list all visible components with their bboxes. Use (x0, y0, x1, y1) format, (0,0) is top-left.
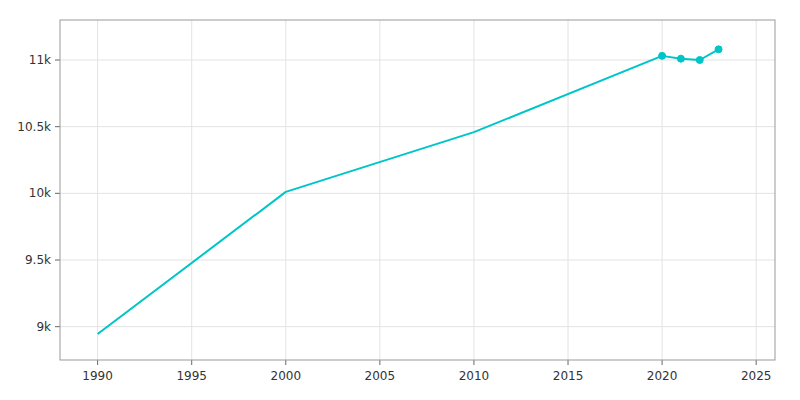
tick-label-x: 2000 (271, 369, 302, 383)
grid-line-y (60, 193, 775, 194)
tick-label-y: 11k (29, 53, 51, 67)
grid-line-y (60, 126, 775, 127)
chart: 1990 1995 2000 2005 2010 2015 2020 2025 9k 9.5k 10… (0, 0, 800, 400)
tick-y (55, 260, 60, 261)
line (98, 49, 719, 334)
tick-label-x: 2005 (365, 369, 396, 383)
tick-y (55, 193, 60, 194)
tick-label-x: 1990 (82, 369, 113, 383)
tick-label-x: 2015 (553, 369, 584, 383)
data (98, 46, 722, 334)
grid-line-x (473, 20, 474, 360)
tick-x (285, 360, 286, 365)
plot-area (60, 20, 775, 360)
tick-label-x: 2010 (459, 369, 490, 383)
tick-x (379, 360, 380, 365)
grid-line-y (60, 326, 775, 327)
tick-label-x: 1995 (176, 369, 207, 383)
tick-label-y: 10k (29, 186, 51, 200)
tick-x (473, 360, 474, 365)
grid-line-y (60, 60, 775, 61)
grid-line-x (379, 20, 380, 360)
grid-line-x (756, 20, 757, 360)
tick-label-y: 9.5k (25, 253, 51, 267)
marker (715, 46, 722, 53)
tick-y (55, 326, 60, 327)
grid-line-x (568, 20, 569, 360)
grid-line-x (662, 20, 663, 360)
tick-y (55, 60, 60, 61)
marker (677, 55, 684, 62)
tick-label-y: 10.5k (17, 120, 51, 134)
grid-line-x (285, 20, 286, 360)
tick-x (97, 360, 98, 365)
grid-line-x (191, 20, 192, 360)
marker (696, 57, 703, 64)
tick-x (662, 360, 663, 365)
tick-label-y: 9k (36, 320, 51, 334)
grid-line-x (97, 20, 98, 360)
tick-x (568, 360, 569, 365)
axes: 1990 1995 2000 2005 2010 2015 2020 2025 9k 9.5k 10… (17, 53, 771, 383)
tick-label-x: 2020 (647, 369, 678, 383)
grid (60, 20, 775, 360)
tick-x (756, 360, 757, 365)
marker (659, 52, 666, 59)
tick-label-x: 2025 (741, 369, 772, 383)
grid-line-y (60, 260, 775, 261)
tick-x (191, 360, 192, 365)
plot-frame (60, 20, 775, 360)
tick-y (55, 126, 60, 127)
